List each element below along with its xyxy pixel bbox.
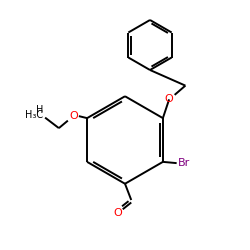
Text: O: O <box>165 94 173 104</box>
Text: Br: Br <box>178 158 190 168</box>
Text: O: O <box>114 208 122 218</box>
Text: H₃C: H₃C <box>25 110 43 120</box>
Text: O: O <box>69 111 78 121</box>
Text: H: H <box>36 104 43 115</box>
